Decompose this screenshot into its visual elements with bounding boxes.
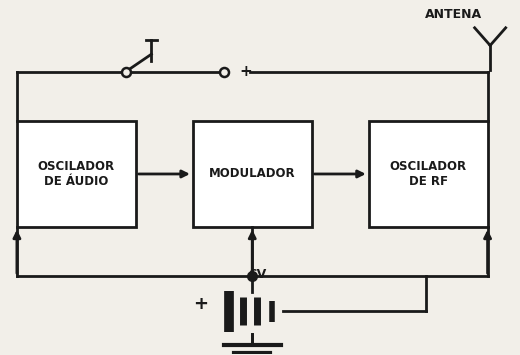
Text: +: + <box>239 64 252 79</box>
Text: MODULADOR: MODULADOR <box>209 168 295 180</box>
Bar <box>369 121 488 227</box>
Text: OSCILADOR
DE RF: OSCILADOR DE RF <box>389 160 466 188</box>
Bar <box>17 121 136 227</box>
Bar <box>193 121 311 227</box>
Text: ANTENA: ANTENA <box>425 8 483 21</box>
Text: 6V: 6V <box>248 268 267 282</box>
Text: +: + <box>193 295 208 313</box>
Text: OSCILADOR
DE ÁUDIO: OSCILADOR DE ÁUDIO <box>38 160 115 188</box>
